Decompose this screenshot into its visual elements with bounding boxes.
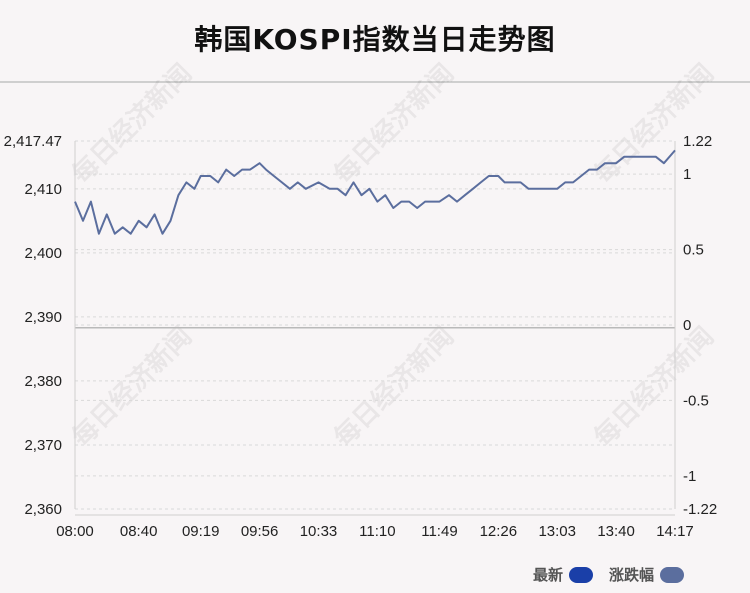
y-left-tick-label: 2,380 [24,373,62,390]
x-tick-label: 12:26 [480,523,518,540]
y-right-tick-label: -1 [683,468,696,485]
x-tick-label: 14:17 [656,523,694,540]
watermark-text: 每日经济新闻 [328,321,460,453]
y-right-tick-label: 0.5 [683,242,704,259]
chart-title: 韩国KOSPI指数当日走势图 [194,23,556,56]
y-axis-right: 1.22 1 0.5 0 -0.5 -1 -1.22 [683,133,717,518]
grid-lines [75,140,675,510]
y-right-tick-label: 1.22 [683,133,712,150]
y-left-tick-label: 2,400 [24,245,62,262]
y-axis-left: 2,417.47 2,410 2,400 2,390 2,380 2,370 2,360 [4,133,62,518]
y-right-tick-label: -1.22 [683,501,717,518]
x-tick-label: 10:33 [300,523,338,540]
watermark-text: 每日经济新闻 [66,321,198,453]
x-tick-label: 13:40 [597,523,635,540]
y-right-tick-label: -0.5 [683,392,709,409]
series-group [74,149,676,235]
x-tick-label: 08:00 [56,523,94,540]
x-tick-label: 09:56 [241,523,279,540]
title-divider [0,81,750,83]
watermark-text: 每日经济新闻 [588,321,720,453]
x-tick-label: 11:49 [421,523,457,540]
x-tick-label: 09:19 [182,523,220,540]
y-left-tick-label: 2,360 [24,501,62,518]
legend-swatch-latest[interactable] [569,567,593,583]
y-right-tick-label: 0 [683,317,691,334]
legend-label-latest: 最新 [533,566,564,584]
legend-swatch-change[interactable] [660,567,684,583]
y-left-tick-label: 2,410 [24,181,62,198]
watermark-text: 每日经济新闻 [66,58,198,190]
watermark-text: 每日经济新闻 [328,58,460,190]
y-left-tick-label: 2,417.47 [4,133,62,150]
y-left-tick-label: 2,370 [24,437,62,454]
x-tick-label: 11:10 [359,523,395,540]
x-tick-label: 13:03 [538,523,576,540]
legend-label-change: 涨跌幅 [609,566,655,584]
y-left-tick-label: 2,390 [24,309,62,326]
x-axis: 08:00 08:40 09:19 09:56 10:33 11:10 11:49 12:26… [56,523,694,540]
series-line [74,149,676,235]
x-tick-label: 08:40 [120,523,158,540]
y-right-tick-label: 1 [683,166,691,183]
watermark-text: 每日经济新闻 [588,58,720,190]
